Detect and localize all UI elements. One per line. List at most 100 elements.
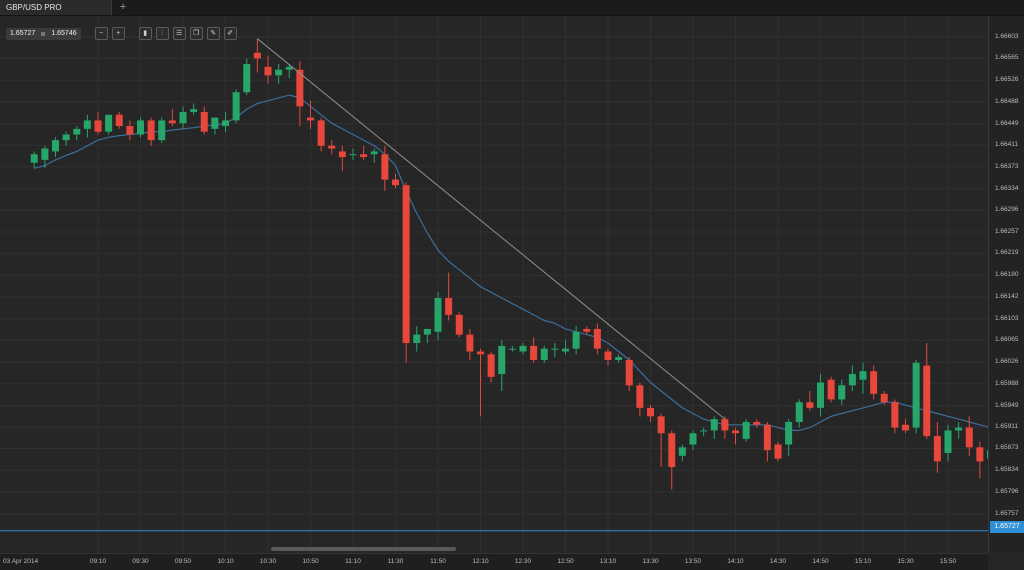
candle-body [264,66,272,76]
candle-body [147,120,155,141]
candle-body [647,407,654,417]
time-tick-label: 15:30 [897,558,914,565]
zoom-out-icon[interactable]: − [94,27,108,40]
price-tick-label: 1.66026 [995,358,1019,366]
time-tick-label: 10:10 [217,558,234,565]
time-axis[interactable]: 03 Apr 2014 09:10 09:30 09:50 10:10 10:30 10:5… [0,553,988,570]
candle-body [615,357,623,360]
price-tick-label: 1.65757 [995,509,1019,517]
candle-body [423,328,431,335]
candle-body [965,427,973,448]
candle-body [137,120,144,135]
candle-body [721,419,729,431]
chart-area[interactable] [0,16,988,553]
candle-body [243,64,251,93]
candle-body [477,351,484,355]
draw-icon[interactable]: ✐ [223,27,237,40]
time-tick-label: 12:30 [514,558,532,565]
tab-gbpusd[interactable]: GBP/USD PRO [0,0,112,15]
time-tick-label: 09:30 [132,558,149,565]
time-tick-label: 11:30 [387,558,404,565]
candle-body [551,348,559,350]
candle-body [689,433,697,445]
candle-body [923,365,931,437]
price-tick-label: 1.65911 [995,423,1019,431]
quote-box: 1.65727 1.65746 [6,27,81,40]
candle-body [700,430,708,432]
candle-body [498,345,506,375]
candle-body [487,354,495,377]
candle-body [902,424,909,431]
time-tick-label: 13:10 [599,558,617,565]
time-tick-label: 13:50 [684,558,702,565]
candle-body [105,114,113,132]
candle-body [848,374,856,386]
candle-body [200,111,208,132]
candle-body [742,421,750,439]
spread-separator [41,31,46,36]
candle-body [158,120,166,141]
candle-body [859,371,867,380]
candle-body [710,419,718,431]
candle-body [540,348,548,360]
candle-body [41,148,49,160]
price-tick-label: 1.66142 [995,292,1019,300]
price-tick-label: 1.66526 [995,76,1019,84]
price-axis[interactable]: 1.66603 1.66565 1.66526 1.66488 1.66449 1.664… [988,16,1024,553]
time-tick-label: 11:50 [430,558,446,565]
price-tick-label: 1.65873 [995,444,1019,452]
candle-body [434,297,442,332]
candle-body [912,362,920,428]
add-tab-icon[interactable]: + [119,1,127,13]
candle-body [806,402,814,408]
horizontal-scrollbar[interactable] [271,547,456,551]
edit-icon[interactable]: ✎ [206,27,220,40]
candle-body [572,331,580,349]
ask-price: 1.65746 [51,30,77,37]
price-tick-label: 1.66603 [995,33,1019,40]
zoom-in-icon[interactable]: + [111,27,125,40]
price-tick-label: 1.65796 [995,487,1019,495]
tab-title: GBP/USD PRO [6,3,62,12]
time-tick-label: 10:30 [259,558,277,565]
chart-toolbar: 1.65727 1.65746 − + ▮ ⫶ ☰ ❐ ✎ ✐ [6,27,237,40]
candle-body [179,111,187,124]
candle-body [73,128,81,135]
candle-body [668,433,676,468]
candle-body [519,345,527,352]
candle-body [360,154,368,158]
price-tick-label: 1.65834 [995,466,1019,474]
candle-body [62,134,70,141]
candle-body [604,351,612,360]
settings-icon[interactable]: ☰ [172,27,186,40]
candle-body [955,427,963,431]
candle-body [126,126,134,135]
tab-bar: GBP/USD PRO + [0,0,1024,16]
candle-body [795,402,803,422]
candle-body [94,120,102,132]
candle-body [732,430,739,434]
price-tick-label: 1.66257 [995,228,1019,236]
price-tick-label: 1.66411 [995,141,1019,149]
trendline [257,38,726,420]
candle-body [317,120,325,146]
candles-icon[interactable]: ⫶ [155,27,169,40]
candle-body [530,345,538,360]
template-icon[interactable]: ❐ [189,27,203,40]
time-tick-label: 10:50 [302,558,319,565]
candle-body [275,69,283,76]
candle-body [168,120,176,124]
candle-body [785,421,793,445]
price-tick-label: 1.66296 [995,206,1019,214]
time-tick-label: 11:10 [345,558,361,565]
candle-body [838,385,846,400]
candle-body [83,120,91,129]
chart-type-icon[interactable]: ▮ [138,27,152,40]
candle-body [115,114,123,127]
candle-body [880,393,888,403]
price-tick-label: 1.66065 [995,336,1019,344]
candle-body [413,334,421,344]
moving-average-line [34,94,988,431]
candle-body [349,154,357,156]
candle-body [593,328,601,349]
